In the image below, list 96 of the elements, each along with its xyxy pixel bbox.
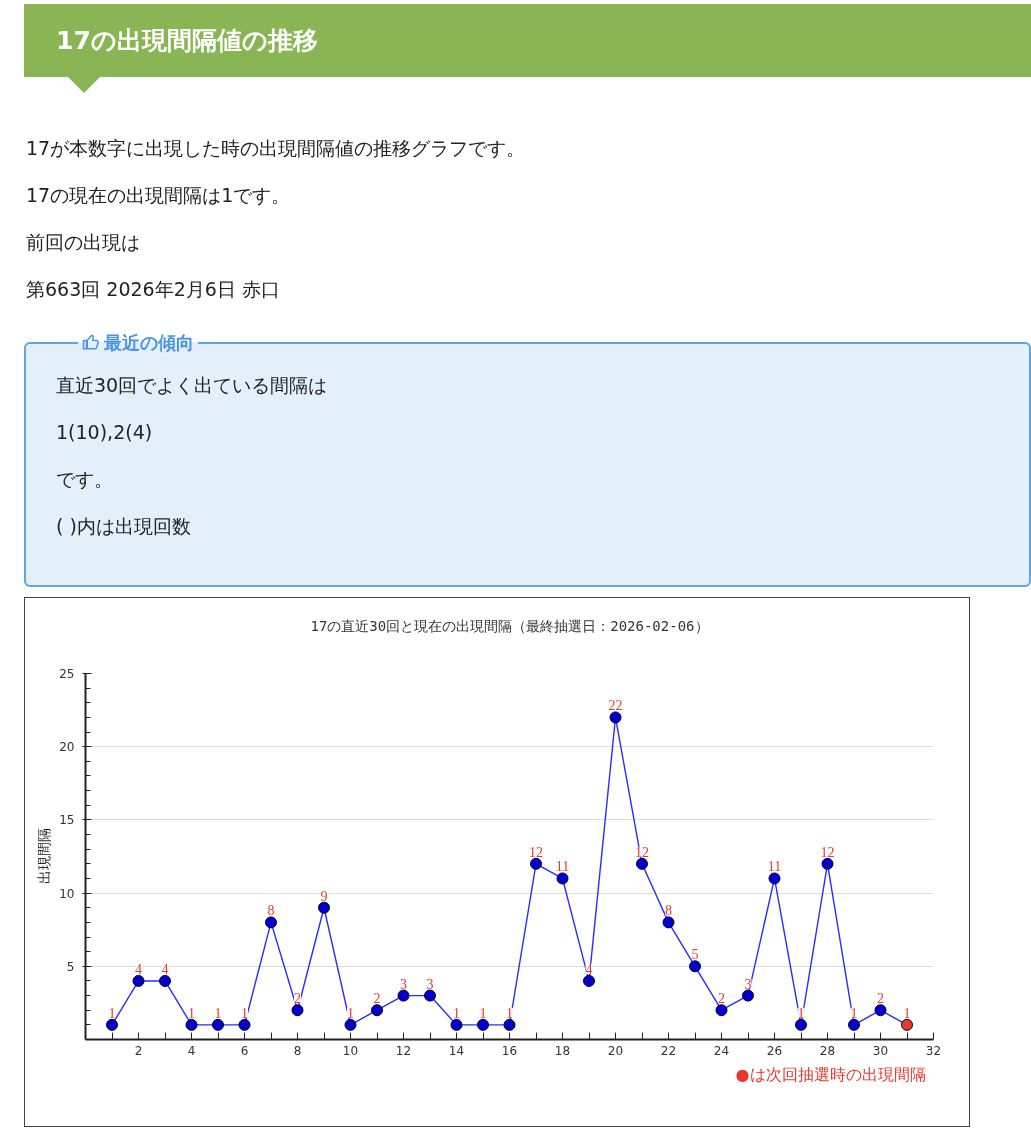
- x-tick-label: 8: [293, 1043, 302, 1058]
- point: [185, 1018, 198, 1031]
- x-tick-label: 12: [395, 1043, 412, 1058]
- point: [874, 1004, 887, 1017]
- text: 17が本数字に出現した時の出現間隔値の推移グラフです。: [26, 136, 527, 161]
- point: [583, 974, 595, 987]
- y-tick-label: 20: [59, 740, 75, 755]
- x-tick-label: 6: [240, 1043, 249, 1058]
- point: [344, 1018, 357, 1031]
- data-label: 12: [635, 844, 649, 860]
- data-label: 1: [903, 1005, 911, 1021]
- point: [291, 1004, 304, 1017]
- data-label: 4: [135, 961, 142, 977]
- point: [821, 857, 834, 870]
- data-label: 1: [347, 1005, 354, 1021]
- x-tick-label: 2: [134, 1043, 143, 1058]
- text: 第663回 2026年2月6日 赤口: [26, 277, 281, 302]
- point: [768, 872, 781, 885]
- data-label: 22: [608, 698, 623, 714]
- point: [477, 1018, 489, 1031]
- x-tick-label: 24: [713, 1043, 730, 1058]
- data-label: 1: [188, 1005, 195, 1021]
- data-label: 2: [718, 991, 725, 1007]
- y-tick-label: 5: [66, 959, 75, 974]
- point: [132, 974, 145, 987]
- point: [397, 989, 410, 1002]
- text: 最近の傾向: [103, 331, 195, 355]
- point: [159, 974, 171, 987]
- point: [636, 857, 648, 870]
- data-label: 11: [555, 859, 570, 875]
- y-tick-label: 25: [59, 667, 75, 681]
- text: 17の出現間隔値の推移: [24, 4, 1031, 77]
- text: ( )内は出現回数: [56, 513, 192, 539]
- data-label: 3: [400, 976, 407, 992]
- data-label: 12: [529, 844, 543, 860]
- data-label: 1: [108, 1005, 116, 1021]
- point: [901, 1018, 913, 1031]
- point: [795, 1018, 807, 1031]
- x-tick-label: 18: [554, 1043, 571, 1058]
- x-tick-label: 16: [501, 1043, 518, 1058]
- point: [742, 989, 754, 1002]
- point: [318, 901, 330, 914]
- data-label: 1: [797, 1005, 805, 1021]
- data-label: 1: [506, 1005, 513, 1021]
- data-label: 1: [241, 1005, 248, 1021]
- x-tick-label: 14: [448, 1043, 465, 1058]
- chart-title: 17の直近30回と現在の出現間隔（最終抽選日：2026-02-06）: [310, 617, 709, 634]
- data-label: 9: [320, 888, 328, 904]
- point: [715, 1004, 728, 1017]
- data-label: 3: [426, 976, 434, 992]
- data-label: 5: [691, 947, 699, 963]
- point: [530, 857, 542, 870]
- data-label: 1: [479, 1005, 487, 1021]
- x-tick-label: 26: [766, 1043, 783, 1058]
- data-label: 4: [161, 961, 169, 977]
- point: [848, 1018, 860, 1031]
- data-label: 2: [294, 991, 301, 1007]
- text: 前回の出現は: [26, 230, 141, 255]
- point: [212, 1018, 224, 1031]
- x-tick-label: 30: [872, 1043, 889, 1058]
- x-tick-label: 10: [342, 1043, 359, 1058]
- x-tick-label: 4: [187, 1043, 196, 1058]
- point: [609, 711, 622, 724]
- text: ●は次回抽選時の出現間隔: [735, 1064, 926, 1084]
- data-label: 4: [585, 961, 593, 977]
- point: [450, 1018, 463, 1031]
- y-axis-title: 出現間隔: [36, 828, 53, 885]
- data-label: 12: [820, 844, 835, 860]
- data-label: 1: [850, 1005, 858, 1021]
- x-tick-label: 20: [607, 1043, 624, 1058]
- data-label: 1: [453, 1005, 460, 1021]
- point: [662, 916, 675, 929]
- data-label: 2: [373, 991, 381, 1007]
- data-label: 2: [877, 991, 884, 1007]
- y-tick-label: 15: [59, 813, 75, 828]
- data-label: 1: [214, 1005, 222, 1021]
- x-tick-label: 32: [925, 1043, 942, 1058]
- text: 1(10),2(4): [56, 419, 154, 445]
- data-label: 11: [767, 859, 782, 875]
- point: [424, 989, 436, 1002]
- point: [371, 1004, 383, 1017]
- data-label: 8: [267, 903, 275, 919]
- x-tick-label: 22: [660, 1043, 677, 1058]
- text: 直近30回でよく出ている間隔は: [56, 372, 329, 398]
- point: [503, 1018, 516, 1031]
- x-tick-label: 28: [819, 1043, 836, 1058]
- point: [689, 960, 701, 973]
- point: [238, 1018, 251, 1031]
- point: [556, 872, 569, 885]
- text: です。: [56, 466, 114, 492]
- text: 17の現在の出現間隔は1です。: [26, 183, 292, 208]
- data-label: 3: [744, 976, 752, 992]
- data-label: 8: [665, 903, 672, 919]
- point: [106, 1018, 118, 1031]
- y-tick-label: 10: [59, 886, 75, 901]
- point: [265, 916, 277, 929]
